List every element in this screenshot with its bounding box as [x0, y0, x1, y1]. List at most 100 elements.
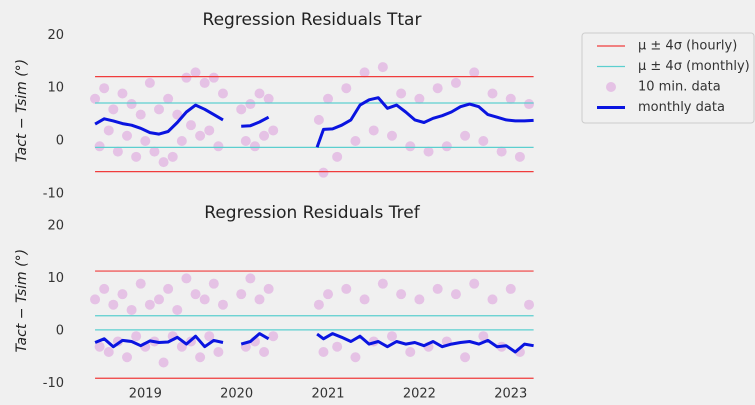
data-point [213, 141, 224, 152]
y-axis-label: Tact − Tsim (°) [14, 249, 30, 353]
data-point [487, 294, 498, 305]
data-point [195, 130, 206, 141]
data-point [313, 114, 324, 125]
data-point [208, 278, 219, 289]
data-point [377, 278, 388, 289]
data-point [204, 331, 215, 342]
data-point [514, 151, 525, 162]
data-point [263, 283, 274, 294]
data-point [524, 99, 535, 110]
data-point [450, 77, 461, 88]
data-point [405, 346, 416, 357]
data-point [245, 99, 256, 110]
data-point [469, 278, 480, 289]
x-tick-label: 2023 [494, 387, 527, 402]
data-point [94, 141, 105, 152]
data-point [154, 294, 165, 305]
data-point [323, 289, 334, 300]
plot-area [90, 270, 535, 379]
data-point [131, 151, 142, 162]
data-point [496, 146, 507, 157]
data-point [368, 125, 379, 136]
legend-label: μ ± 4σ (hourly) [638, 39, 737, 54]
data-point [259, 130, 270, 141]
data-point [263, 93, 274, 104]
data-point [524, 299, 535, 310]
data-point [332, 341, 343, 352]
data-point [236, 104, 247, 115]
data-point [478, 331, 489, 342]
data-point [236, 289, 247, 300]
data-point [112, 146, 123, 157]
data-point [450, 289, 461, 300]
data-point [359, 294, 370, 305]
data-point [126, 99, 137, 110]
data-point [469, 67, 480, 78]
data-point [341, 283, 352, 294]
data-point [190, 67, 201, 78]
y-tick-label: -10 [43, 186, 64, 201]
x-tick-label: 2022 [403, 387, 436, 402]
data-point [144, 77, 155, 88]
data-point [441, 141, 452, 152]
data-point [172, 304, 183, 315]
data-point [103, 346, 114, 357]
data-point [158, 357, 169, 368]
data-point [99, 283, 110, 294]
plot-area [90, 62, 535, 178]
data-point [117, 88, 128, 99]
data-point [318, 346, 329, 357]
data-point [103, 125, 114, 136]
y-tick-label: 10 [47, 81, 64, 96]
data-point [240, 136, 251, 147]
data-point [249, 141, 260, 152]
legend-label: μ ± 4σ (monthly) [638, 59, 750, 74]
data-point [432, 83, 443, 94]
x-tick-label: 2021 [311, 387, 344, 402]
data-point [108, 104, 119, 115]
data-point [386, 331, 397, 342]
chart-title: Regression Residuals Ttar [203, 10, 422, 30]
data-point [122, 352, 133, 363]
data-point [460, 130, 471, 141]
data-point [181, 273, 192, 284]
data-point [176, 136, 187, 147]
data-point [254, 294, 265, 305]
data-point [405, 141, 416, 152]
data-point [217, 88, 228, 99]
data-point [377, 62, 388, 73]
data-point [140, 136, 151, 147]
data-point [318, 167, 329, 178]
data-point [460, 352, 471, 363]
data-point [185, 120, 196, 131]
data-point [268, 125, 279, 136]
data-point [131, 331, 142, 342]
data-point [90, 294, 101, 305]
data-point [414, 294, 425, 305]
y-tick-label: 20 [47, 218, 64, 233]
data-point [396, 88, 407, 99]
data-point [478, 136, 489, 147]
data-point [94, 341, 105, 352]
data-point [423, 146, 434, 157]
data-point [341, 83, 352, 94]
data-point [359, 67, 370, 78]
data-point [505, 283, 516, 294]
data-point [135, 278, 146, 289]
data-point [117, 289, 128, 300]
y-tick-label: -10 [43, 376, 64, 391]
legend-marker [606, 82, 616, 92]
data-point [149, 146, 160, 157]
data-point [217, 299, 228, 310]
data-point [487, 88, 498, 99]
legend-box [581, 32, 755, 124]
y-tick-label: 20 [47, 28, 64, 43]
data-point [254, 88, 265, 99]
data-point [199, 77, 210, 88]
data-point [90, 93, 101, 104]
data-point [332, 151, 343, 162]
data-point [172, 109, 183, 120]
data-point [135, 109, 146, 120]
